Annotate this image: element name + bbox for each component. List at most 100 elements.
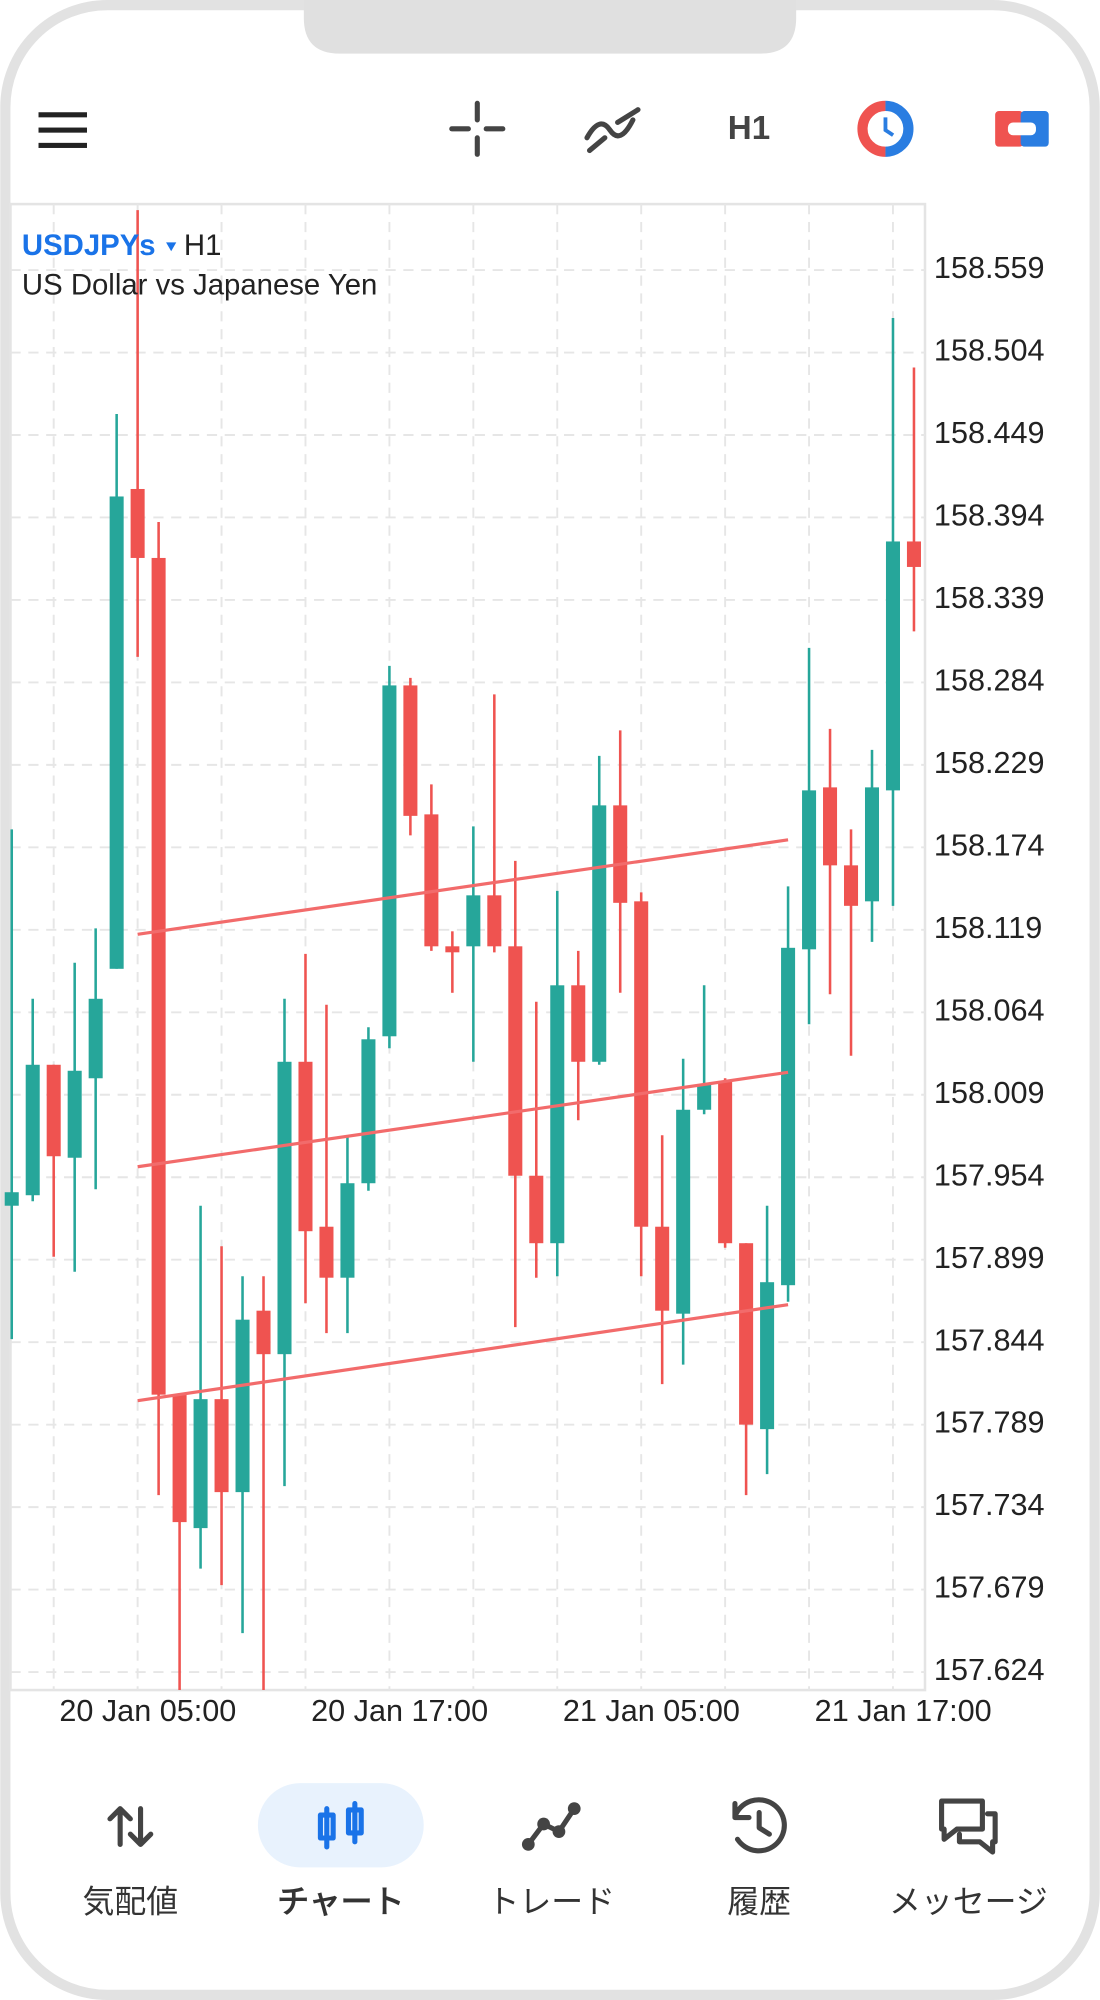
candle-body <box>25 1064 40 1196</box>
candle-body <box>760 1282 775 1430</box>
candle-body <box>529 1175 544 1244</box>
y-tick-label: 157.954 <box>934 1158 1045 1192</box>
candle-body <box>67 1070 82 1158</box>
y-tick-label: 158.449 <box>934 416 1045 450</box>
candle-body <box>864 787 880 902</box>
x-tick-label: 20 Jan 17:00 <box>311 1694 488 1728</box>
candle-body <box>466 895 481 947</box>
candle-body <box>697 1084 712 1110</box>
y-tick-label: 158.229 <box>934 746 1045 780</box>
menu-bar <box>38 112 87 118</box>
candle-body <box>88 998 103 1079</box>
candle-body <box>676 1109 691 1314</box>
chart-icon <box>317 1812 336 1841</box>
candle-body <box>361 1039 376 1184</box>
icon-dots <box>521 1802 581 1851</box>
candle-body <box>739 1243 754 1425</box>
x-tick-label: 21 Jan 05:00 <box>563 1694 740 1728</box>
chart-icon <box>345 1807 364 1836</box>
symbol-dropdown[interactable] <box>166 242 177 252</box>
candle-body <box>885 541 901 791</box>
candle-body <box>445 946 460 953</box>
chart-timeframe: H1 <box>184 229 221 262</box>
menu-bar <box>38 142 87 148</box>
icon-dot <box>537 1817 550 1831</box>
candle-body <box>130 488 145 558</box>
chart-title: US Dollar vs Japanese Yen <box>22 269 377 302</box>
y-tick-label: 157.679 <box>934 1571 1045 1605</box>
icon-stroke <box>883 117 895 137</box>
nav-tab[interactable]: 気配値 <box>83 1884 179 1920</box>
y-tick-label: 157.899 <box>934 1241 1045 1275</box>
candle-body <box>592 805 607 1062</box>
icon-part <box>1007 122 1036 136</box>
candle-body <box>718 1081 733 1244</box>
candle-body <box>823 787 838 866</box>
candle-body <box>487 895 502 947</box>
candle-body <box>508 946 523 1176</box>
candle-body <box>214 1399 229 1493</box>
y-tick-label: 158.394 <box>934 499 1045 533</box>
candle-body <box>634 901 649 1227</box>
candle-body <box>319 1226 334 1278</box>
trade-button[interactable] <box>995 110 1049 147</box>
y-tick-label: 157.734 <box>934 1488 1045 1522</box>
y-tick-label: 158.064 <box>934 993 1045 1027</box>
nav-tab[interactable]: チャート <box>277 1884 404 1920</box>
nav-tab[interactable]: トレード <box>488 1884 616 1920</box>
candle-body <box>151 557 166 1395</box>
trend-line <box>137 1303 789 1403</box>
y-tick-label: 158.559 <box>934 251 1045 285</box>
icon-dot <box>567 1802 581 1816</box>
candle-body <box>571 985 586 1062</box>
candle-body <box>46 1064 61 1157</box>
candle-body <box>802 790 817 950</box>
icon-stroke <box>857 100 886 157</box>
y-tick-label: 157.844 <box>934 1323 1045 1357</box>
clock-button[interactable] <box>857 100 914 157</box>
candle-body <box>655 1226 670 1311</box>
candle-body <box>340 1183 355 1278</box>
y-tick-label: 158.119 <box>934 911 1042 945</box>
trend-line <box>137 838 789 936</box>
menu-bar <box>38 127 87 133</box>
candle-body <box>906 541 921 567</box>
icon-dot <box>552 1825 566 1839</box>
x-tick-label: 21 Jan 17:00 <box>815 1694 992 1728</box>
timeframe-button[interactable]: H1 <box>728 110 770 147</box>
candle-body <box>403 685 418 816</box>
candle-body <box>382 685 397 1037</box>
y-tick-label: 158.174 <box>934 828 1045 862</box>
y-tick-label: 158.284 <box>934 664 1045 698</box>
candle-body <box>172 1394 187 1523</box>
y-tick-label: 158.339 <box>934 581 1045 615</box>
candle-body <box>844 865 859 906</box>
symbol[interactable]: USDJPYs <box>22 229 156 262</box>
candle-body <box>193 1399 208 1529</box>
nav-tab[interactable]: 履歴 <box>727 1884 791 1920</box>
y-tick-label: 157.624 <box>934 1653 1045 1687</box>
candle-body <box>424 814 439 947</box>
candle-body <box>277 1061 292 1355</box>
nav-tab[interactable]: メッセージ <box>889 1884 1048 1920</box>
active-tab-background <box>257 1783 424 1868</box>
bottom-navigation: 気配値 チャート トレード 履歴 メッセージ <box>83 1884 1048 1920</box>
quotes-icon <box>107 1806 154 1847</box>
crosshair-button[interactable] <box>449 100 506 157</box>
y-tick-label: 157.789 <box>934 1406 1045 1440</box>
history-icon <box>732 1797 787 1854</box>
y-tick-label: 158.009 <box>934 1076 1045 1110</box>
messages-icon <box>939 1798 998 1855</box>
candle-body <box>235 1319 250 1493</box>
x-tick-label: 20 Jan 05:00 <box>59 1694 236 1728</box>
indicator-button[interactable] <box>584 107 641 154</box>
candle-body <box>781 947 796 1286</box>
trade-icon <box>525 1806 577 1847</box>
candle-body <box>109 496 124 969</box>
menu-button[interactable] <box>38 112 87 148</box>
candle-body <box>613 805 628 903</box>
candle-body <box>550 985 565 1244</box>
candle-body <box>256 1310 271 1355</box>
